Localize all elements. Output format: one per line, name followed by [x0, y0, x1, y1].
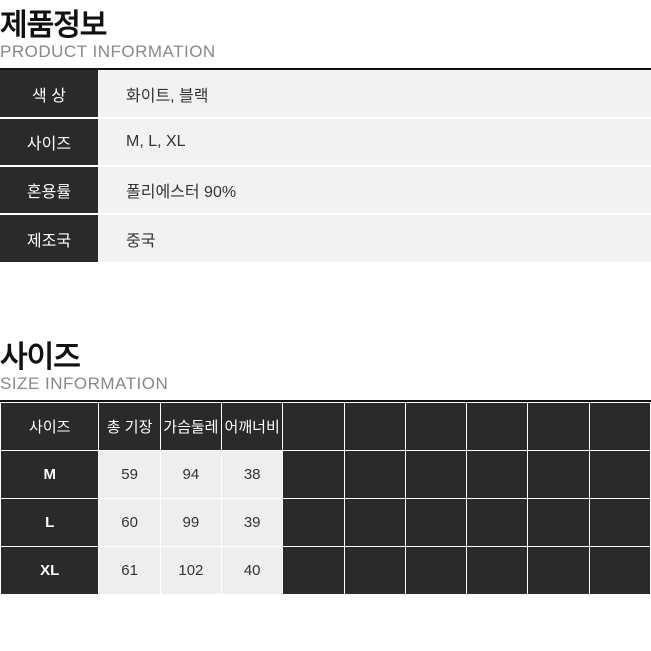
product-info-label: 제조국 — [0, 214, 98, 262]
size-table-row: XL6110240 — [1, 547, 651, 595]
size-table-cell: 40 — [222, 547, 283, 595]
size-table-cell — [467, 547, 528, 595]
product-info-title-en: PRODUCT INFORMATION — [0, 42, 651, 62]
size-table-header-row: 사이즈총 기장가슴둘레어깨너비 — [1, 403, 651, 451]
size-table-header-cell — [589, 403, 650, 451]
size-table-cell — [467, 451, 528, 499]
product-info-row: 색 상화이트, 블랙 — [0, 70, 651, 118]
size-info-heading: 사이즈 SIZE INFORMATION — [0, 332, 651, 394]
size-table-cell: 61 — [99, 547, 160, 595]
product-info-value: M, L, XL — [98, 118, 651, 166]
size-table-header-cell — [405, 403, 466, 451]
size-table-cell — [405, 451, 466, 499]
size-table-size-cell: XL — [1, 547, 99, 595]
size-table-cell — [528, 547, 589, 595]
size-table-row: L609939 — [1, 499, 651, 547]
size-table-cell — [589, 499, 650, 547]
product-info-label: 혼용률 — [0, 166, 98, 214]
size-table-cell — [344, 547, 405, 595]
size-info-title-ko: 사이즈 — [0, 332, 651, 376]
size-table-cell — [589, 451, 650, 499]
size-table-row: M599438 — [1, 451, 651, 499]
size-table-cell: 38 — [222, 451, 283, 499]
size-table-header-cell: 총 기장 — [99, 403, 160, 451]
product-info-value: 폴리에스터 90% — [98, 166, 651, 214]
product-info-row: 사이즈M, L, XL — [0, 118, 651, 166]
size-table-size-cell: L — [1, 499, 99, 547]
size-table-cell: 60 — [99, 499, 160, 547]
size-table-header-cell — [344, 403, 405, 451]
size-table-cell: 99 — [160, 499, 221, 547]
size-table-header-cell: 가슴둘레 — [160, 403, 221, 451]
size-table-cell: 102 — [160, 547, 221, 595]
product-info-heading: 제품정보 PRODUCT INFORMATION — [0, 0, 651, 62]
size-table-cell — [528, 499, 589, 547]
product-info-row: 제조국중국 — [0, 214, 651, 262]
size-table-cell — [405, 499, 466, 547]
size-table-cell — [283, 499, 344, 547]
size-table-cell: 94 — [160, 451, 221, 499]
size-table: 사이즈총 기장가슴둘레어깨너비 M599438L609939XL6110240 — [0, 402, 651, 595]
size-table-cell — [283, 451, 344, 499]
size-table-cell — [528, 451, 589, 499]
product-info-table: 색 상화이트, 블랙사이즈M, L, XL혼용률폴리에스터 90%제조국중국 — [0, 70, 651, 262]
product-info-value: 화이트, 블랙 — [98, 70, 651, 118]
size-table-cell — [344, 451, 405, 499]
product-info-row: 혼용률폴리에스터 90% — [0, 166, 651, 214]
size-table-header-cell — [528, 403, 589, 451]
size-info-title-en: SIZE INFORMATION — [0, 374, 651, 394]
size-table-header-cell: 사이즈 — [1, 403, 99, 451]
size-table-cell: 39 — [222, 499, 283, 547]
size-table-cell — [344, 499, 405, 547]
product-info-label: 색 상 — [0, 70, 98, 118]
size-table-size-cell: M — [1, 451, 99, 499]
size-table-header-cell: 어깨너비 — [222, 403, 283, 451]
size-table-cell — [467, 499, 528, 547]
size-table-header-cell — [283, 403, 344, 451]
size-table-cell: 59 — [99, 451, 160, 499]
size-table-cell — [283, 547, 344, 595]
product-info-title-ko: 제품정보 — [0, 0, 651, 44]
size-table-cell — [589, 547, 650, 595]
size-table-header-cell — [467, 403, 528, 451]
product-info-label: 사이즈 — [0, 118, 98, 166]
section-spacer — [0, 262, 651, 332]
size-table-cell — [405, 547, 466, 595]
product-info-value: 중국 — [98, 214, 651, 262]
